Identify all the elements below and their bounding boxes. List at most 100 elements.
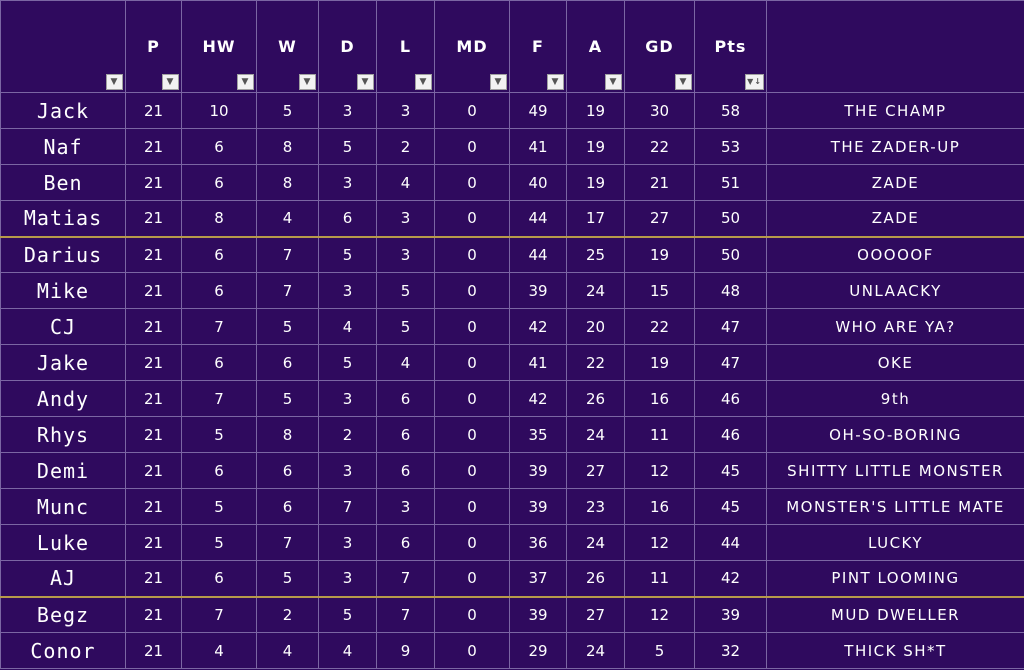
cell-pts[interactable]: 46: [694, 380, 767, 417]
cell-md[interactable]: 0: [434, 128, 510, 165]
cell-d[interactable]: 5: [318, 128, 377, 165]
cell-nickname[interactable]: MONSTER'S LITTLE MATE: [766, 488, 1024, 525]
cell-w[interactable]: 8: [256, 164, 319, 201]
cell-player-name[interactable]: Andy: [0, 380, 126, 417]
cell-w[interactable]: 5: [256, 308, 319, 345]
cell-md[interactable]: 0: [434, 272, 510, 309]
cell-a[interactable]: 19: [566, 164, 625, 201]
cell-d[interactable]: 5: [318, 596, 377, 633]
cell-f[interactable]: 41: [509, 344, 567, 381]
cell-pts[interactable]: 50: [694, 236, 767, 273]
cell-hw[interactable]: 6: [181, 164, 257, 201]
cell-hw[interactable]: 5: [181, 524, 257, 561]
cell-md[interactable]: 0: [434, 632, 510, 669]
cell-hw[interactable]: 10: [181, 92, 257, 129]
cell-l[interactable]: 3: [376, 236, 435, 273]
cell-l[interactable]: 4: [376, 344, 435, 381]
cell-w[interactable]: 6: [256, 488, 319, 525]
cell-a[interactable]: 27: [566, 452, 625, 489]
cell-pts[interactable]: 47: [694, 344, 767, 381]
cell-player-name[interactable]: Matias: [0, 200, 126, 238]
cell-d[interactable]: 4: [318, 308, 377, 345]
cell-player-name[interactable]: Darius: [0, 236, 126, 273]
cell-player-name[interactable]: Ben: [0, 164, 126, 201]
cell-f[interactable]: 42: [509, 308, 567, 345]
cell-md[interactable]: 0: [434, 344, 510, 381]
cell-d[interactable]: 5: [318, 236, 377, 273]
cell-f[interactable]: 39: [509, 272, 567, 309]
cell-gd[interactable]: 11: [624, 560, 695, 598]
cell-player-name[interactable]: Mike: [0, 272, 126, 309]
cell-player-name[interactable]: Demi: [0, 452, 126, 489]
cell-l[interactable]: 7: [376, 596, 435, 633]
cell-d[interactable]: 6: [318, 200, 377, 238]
cell-a[interactable]: 24: [566, 524, 625, 561]
cell-hw[interactable]: 6: [181, 236, 257, 273]
cell-f[interactable]: 39: [509, 452, 567, 489]
cell-gd[interactable]: 30: [624, 92, 695, 129]
cell-l[interactable]: 2: [376, 128, 435, 165]
cell-gd[interactable]: 21: [624, 164, 695, 201]
cell-p[interactable]: 21: [125, 416, 182, 453]
cell-w[interactable]: 8: [256, 416, 319, 453]
header-p[interactable]: P ▼: [125, 0, 182, 93]
cell-hw[interactable]: 7: [181, 308, 257, 345]
cell-pts[interactable]: 45: [694, 488, 767, 525]
cell-p[interactable]: 21: [125, 272, 182, 309]
cell-f[interactable]: 40: [509, 164, 567, 201]
cell-player-name[interactable]: Begz: [0, 596, 126, 633]
cell-f[interactable]: 39: [509, 596, 567, 633]
cell-l[interactable]: 3: [376, 200, 435, 238]
cell-nickname[interactable]: 9th: [766, 380, 1024, 417]
cell-f[interactable]: 39: [509, 488, 567, 525]
cell-md[interactable]: 0: [434, 452, 510, 489]
cell-d[interactable]: 3: [318, 560, 377, 598]
cell-hw[interactable]: 7: [181, 380, 257, 417]
cell-f[interactable]: 44: [509, 236, 567, 273]
cell-d[interactable]: 5: [318, 344, 377, 381]
cell-nickname[interactable]: UNLAACKY: [766, 272, 1024, 309]
cell-p[interactable]: 21: [125, 524, 182, 561]
cell-d[interactable]: 3: [318, 164, 377, 201]
cell-w[interactable]: 7: [256, 236, 319, 273]
cell-nickname[interactable]: OKE: [766, 344, 1024, 381]
cell-w[interactable]: 6: [256, 452, 319, 489]
header-pts[interactable]: Pts ▼↓: [694, 0, 767, 93]
filter-dropdown-icon[interactable]: ▼: [415, 74, 432, 90]
cell-a[interactable]: 17: [566, 200, 625, 238]
filter-dropdown-icon[interactable]: ▼: [299, 74, 316, 90]
filter-dropdown-icon[interactable]: ▼: [357, 74, 374, 90]
cell-a[interactable]: 19: [566, 128, 625, 165]
cell-player-name[interactable]: Naf: [0, 128, 126, 165]
cell-w[interactable]: 2: [256, 596, 319, 633]
cell-a[interactable]: 23: [566, 488, 625, 525]
cell-a[interactable]: 22: [566, 344, 625, 381]
cell-f[interactable]: 37: [509, 560, 567, 598]
cell-nickname[interactable]: PINT LOOMING: [766, 560, 1024, 598]
cell-pts[interactable]: 53: [694, 128, 767, 165]
cell-w[interactable]: 7: [256, 272, 319, 309]
cell-hw[interactable]: 7: [181, 596, 257, 633]
cell-l[interactable]: 3: [376, 488, 435, 525]
cell-md[interactable]: 0: [434, 488, 510, 525]
cell-p[interactable]: 21: [125, 92, 182, 129]
cell-a[interactable]: 26: [566, 380, 625, 417]
cell-w[interactable]: 4: [256, 632, 319, 669]
cell-nickname[interactable]: THICK SH*T: [766, 632, 1024, 669]
filter-dropdown-icon[interactable]: ▼: [490, 74, 507, 90]
cell-w[interactable]: 6: [256, 344, 319, 381]
cell-p[interactable]: 21: [125, 632, 182, 669]
cell-f[interactable]: 44: [509, 200, 567, 238]
cell-p[interactable]: 21: [125, 308, 182, 345]
cell-p[interactable]: 21: [125, 344, 182, 381]
cell-pts[interactable]: 42: [694, 560, 767, 598]
cell-pts[interactable]: 50: [694, 200, 767, 238]
cell-nickname[interactable]: MUD DWELLER: [766, 596, 1024, 633]
cell-a[interactable]: 19: [566, 92, 625, 129]
cell-player-name[interactable]: Luke: [0, 524, 126, 561]
cell-nickname[interactable]: SHITTY LITTLE MONSTER: [766, 452, 1024, 489]
cell-a[interactable]: 24: [566, 416, 625, 453]
cell-p[interactable]: 21: [125, 488, 182, 525]
cell-l[interactable]: 6: [376, 380, 435, 417]
cell-pts[interactable]: 51: [694, 164, 767, 201]
